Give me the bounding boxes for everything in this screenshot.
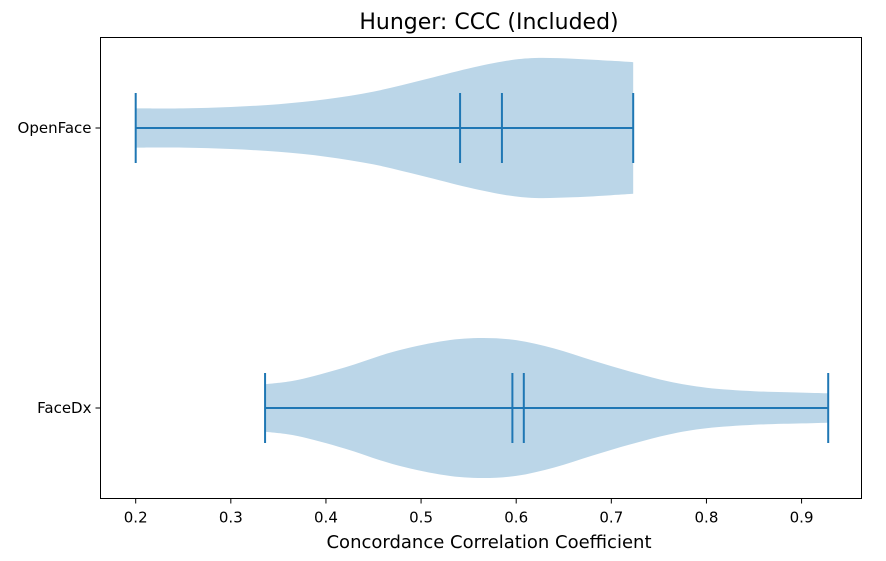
y-tick-label: OpenFace <box>18 119 92 137</box>
plot-area <box>134 57 830 479</box>
chart-title: Hunger: CCC (Included) <box>359 10 618 35</box>
x-tick-label: 0.3 <box>219 509 243 527</box>
x-axis-label: Concordance Correlation Coefficient <box>326 532 651 553</box>
violin-openface <box>134 57 635 199</box>
x-tick-label: 0.2 <box>124 509 148 527</box>
x-tick-label: 0.8 <box>695 509 719 527</box>
plot-frame <box>100 37 862 499</box>
x-tick-label: 0.6 <box>504 509 528 527</box>
x-tick-label: 0.9 <box>790 509 814 527</box>
x-tick-label: 0.4 <box>314 509 338 527</box>
violin-facedx <box>264 337 830 479</box>
y-axis: FaceDx OpenFace <box>18 119 101 417</box>
x-tick-label: 0.7 <box>599 509 623 527</box>
y-tick-label: FaceDx <box>37 399 91 417</box>
x-tick-label: 0.5 <box>409 509 433 527</box>
x-axis: 0.2 0.3 0.4 0.5 0.6 0.7 0.8 0.9 <box>124 498 814 527</box>
